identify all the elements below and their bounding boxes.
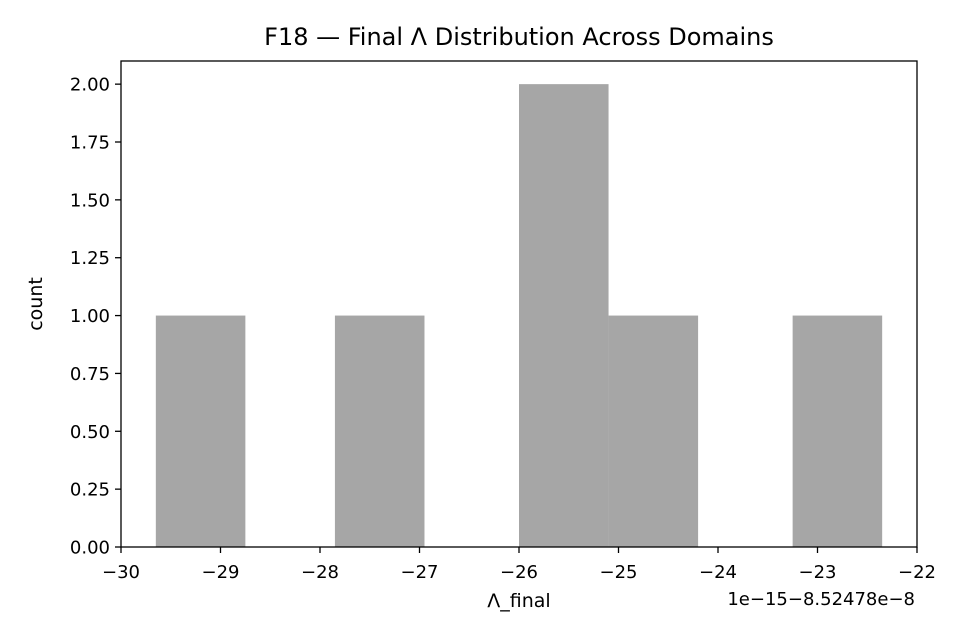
- y-tick-label: 1.00: [70, 306, 110, 327]
- x-tick-label: −23: [799, 562, 837, 583]
- y-tick-label: 0.25: [70, 480, 110, 501]
- x-tick-label: −24: [699, 562, 737, 583]
- x-tick-label: −27: [401, 562, 439, 583]
- x-tick-label: −25: [600, 562, 638, 583]
- x-axis-label: Λ_final: [487, 590, 550, 612]
- y-axis-label: count: [25, 277, 47, 331]
- x-axis: −30 −29 −28 −27 −26 −25 −24 −23 −22: [102, 547, 936, 583]
- y-tick-label: 1.25: [70, 248, 110, 269]
- y-tick-label: 0.50: [70, 422, 110, 443]
- histogram-bar: [519, 84, 609, 548]
- bars-group: [155, 84, 883, 548]
- chart-title: F18 — Final Λ Distribution Across Domain…: [264, 23, 774, 51]
- y-tick-label: 0.75: [70, 364, 110, 385]
- histogram-bar: [608, 315, 699, 547]
- x-tick-label: −29: [202, 562, 240, 583]
- x-tick-label: −28: [301, 562, 339, 583]
- histogram-bar: [334, 315, 425, 547]
- x-tick-label: −26: [500, 562, 538, 583]
- y-tick-label: 1.75: [70, 133, 110, 154]
- histogram-bar: [155, 315, 246, 547]
- y-tick-label: 0.00: [70, 538, 110, 559]
- x-tick-label: −30: [102, 562, 140, 583]
- y-tick-label: 1.50: [70, 190, 110, 211]
- x-tick-label: −22: [898, 562, 936, 583]
- histogram-bar: [792, 315, 883, 547]
- y-axis: 0.00 0.25 0.50 0.75 1.00 1.25 1.50 1.75 2.00: [70, 75, 121, 559]
- y-tick-label: 2.00: [70, 75, 110, 96]
- x-axis-offset-label: 1e−15−8.52478e−8: [727, 589, 915, 610]
